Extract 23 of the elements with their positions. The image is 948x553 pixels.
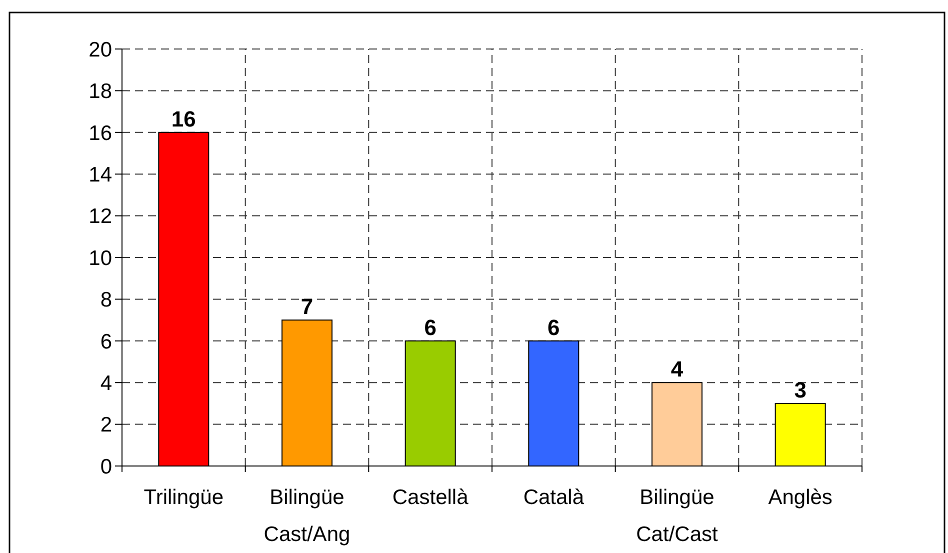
- data-label: 6: [548, 314, 560, 340]
- y-tick-label: 20: [88, 38, 112, 62]
- x-tick-label: Bilingüe Cat/Cast: [636, 486, 718, 546]
- y-tick-label: 0: [100, 455, 112, 478]
- y-tick-label: 8: [100, 288, 112, 312]
- y-tick-label: 4: [100, 372, 112, 395]
- x-tick-label: Trilingüe: [144, 486, 224, 509]
- data-label: 6: [424, 314, 436, 340]
- x-tick-label: Anglès: [768, 486, 832, 509]
- y-tick-label: 6: [100, 330, 112, 354]
- x-tick-label: Castellà: [392, 486, 469, 509]
- data-label: 4: [670, 356, 684, 382]
- y-tick-label: 14: [88, 163, 112, 186]
- data-label: 3: [794, 377, 806, 402]
- y-tick-label: 12: [88, 205, 112, 228]
- data-label: 16: [171, 106, 196, 132]
- x-tick-label: Bilingüe Cast/Ang: [264, 486, 350, 546]
- y-tick-label: 10: [88, 246, 112, 270]
- x-tick-label: Català: [523, 486, 584, 509]
- y-tick-label: 16: [88, 122, 112, 145]
- y-tick-label: 18: [88, 80, 112, 104]
- data-label: 7: [300, 294, 314, 320]
- y-tick-label: 2: [100, 414, 112, 437]
